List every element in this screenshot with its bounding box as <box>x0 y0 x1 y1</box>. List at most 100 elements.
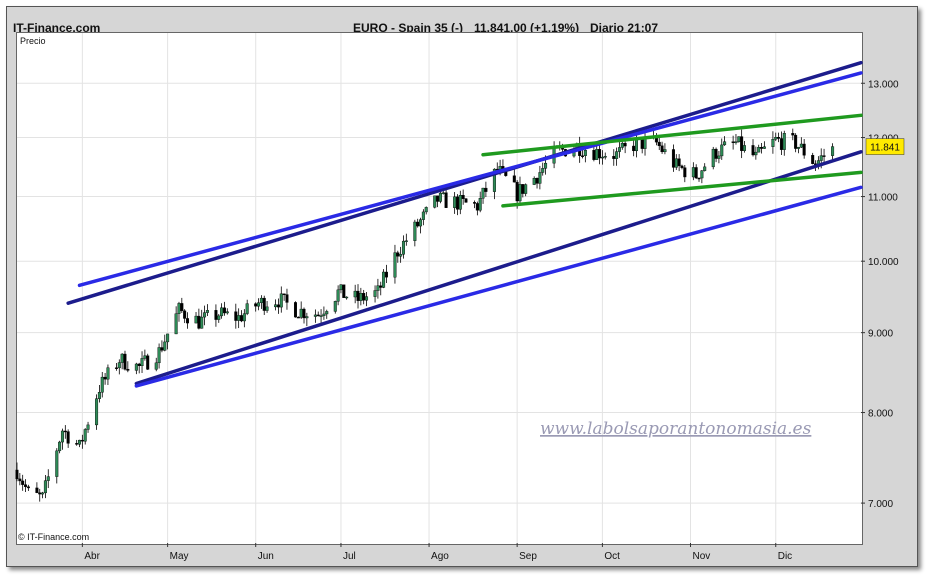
trendline <box>77 71 863 288</box>
candle-body <box>620 142 624 148</box>
candle-body <box>80 439 84 442</box>
candle-body <box>276 304 280 308</box>
candle-body <box>831 146 835 156</box>
candle-body <box>38 492 42 495</box>
candle-body <box>475 203 479 211</box>
y-tick-label: 8.000 <box>868 409 893 420</box>
candle-body <box>794 134 798 149</box>
candle-body <box>473 202 477 204</box>
candle-body <box>342 284 346 298</box>
candle-body <box>478 198 482 211</box>
candle-body <box>274 304 278 308</box>
candle-body <box>731 141 735 143</box>
candle-body <box>481 187 485 199</box>
candle-body <box>254 303 258 307</box>
candle-body <box>677 158 681 167</box>
candle-body <box>757 147 761 153</box>
candle-body <box>296 316 300 319</box>
candle-body <box>396 252 400 257</box>
candle-body <box>373 290 377 297</box>
candle-body <box>282 293 286 296</box>
candle-body <box>43 480 47 494</box>
trendline <box>501 170 863 208</box>
candle-body <box>316 314 320 317</box>
candle-body <box>336 289 340 302</box>
candle-body <box>86 424 90 430</box>
candle-body <box>120 353 124 363</box>
candle-body <box>583 150 587 156</box>
candle-body <box>660 145 664 153</box>
candle-body <box>771 138 775 147</box>
candle-body <box>774 137 778 140</box>
candle-body <box>671 149 675 168</box>
candle-body <box>157 347 161 364</box>
candle-body <box>35 487 39 493</box>
candle-body <box>103 376 107 380</box>
candle-body <box>75 443 79 445</box>
candle-body <box>257 302 261 307</box>
candle-body <box>791 133 795 136</box>
site-title: IT-Finance.com <box>13 21 101 35</box>
candle-body <box>393 252 397 278</box>
candle-body <box>163 341 167 351</box>
candle-body <box>802 143 806 156</box>
candle-body <box>225 311 229 314</box>
candle-body <box>515 181 519 202</box>
candle-body <box>458 195 462 210</box>
instrument-name: EURO - Spain 35 (-) <box>353 21 464 35</box>
candle-body <box>782 133 786 150</box>
candle-body <box>581 155 585 157</box>
candle-body <box>319 315 323 317</box>
candle-body <box>822 155 826 157</box>
last-price-tag: 11.841 <box>865 138 905 155</box>
candle-body <box>194 315 198 324</box>
candle-body <box>697 177 701 180</box>
candle-body <box>762 146 766 149</box>
price-change: 11.841,00 (+1,19%) <box>474 21 580 35</box>
candles <box>15 128 835 502</box>
candle-body <box>413 221 417 241</box>
candle-body <box>365 296 369 301</box>
candle-body <box>160 347 164 351</box>
candle-body <box>46 476 50 481</box>
candle-body <box>15 469 19 480</box>
candle-body <box>498 166 502 170</box>
candle-body <box>26 486 30 489</box>
candle-body <box>41 492 45 495</box>
candle-body <box>464 198 468 203</box>
grid-lines <box>17 33 861 543</box>
candle-body <box>703 166 707 171</box>
candle-body <box>492 168 496 192</box>
candle-body <box>376 285 380 291</box>
candle-body <box>245 303 249 314</box>
candle-body <box>754 151 758 156</box>
candle-body <box>302 308 306 319</box>
candle-body <box>819 155 823 161</box>
candle-body <box>404 240 408 242</box>
candle-body <box>183 310 187 319</box>
y-tick-label: 10.000 <box>868 257 899 268</box>
candle-body <box>140 358 144 367</box>
candle-body <box>356 290 360 301</box>
candle-body <box>18 478 22 482</box>
candle-body <box>63 430 67 433</box>
candle-body <box>123 353 127 370</box>
candle-body <box>154 362 158 370</box>
candle-body <box>95 398 99 426</box>
y-tick-label: 11.000 <box>868 193 898 204</box>
candle-body <box>345 296 349 299</box>
candle-body <box>214 310 218 320</box>
candle-body <box>734 141 738 144</box>
candle-body <box>313 314 317 317</box>
candle-body <box>305 316 309 319</box>
plot-area <box>16 32 863 545</box>
candle-body <box>114 367 118 369</box>
candle-body <box>220 307 224 317</box>
candle-body <box>811 155 815 164</box>
candle-body <box>97 392 101 399</box>
trendline <box>134 185 863 388</box>
candle-body <box>603 156 607 158</box>
panel-label: Precio <box>20 36 46 46</box>
candle-body <box>174 313 178 335</box>
candle-body <box>521 184 525 194</box>
